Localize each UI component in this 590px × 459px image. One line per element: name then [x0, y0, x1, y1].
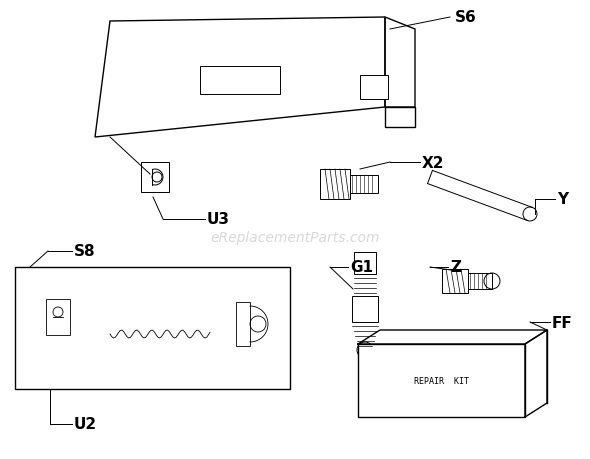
FancyBboxPatch shape — [360, 76, 388, 100]
FancyBboxPatch shape — [46, 299, 70, 335]
Text: S8: S8 — [74, 244, 96, 259]
FancyBboxPatch shape — [350, 176, 378, 194]
Text: U2: U2 — [74, 417, 97, 431]
Text: eReplacementParts.com: eReplacementParts.com — [210, 230, 380, 245]
Text: FF: FF — [552, 315, 573, 330]
Text: Z: Z — [450, 260, 461, 275]
FancyBboxPatch shape — [354, 252, 376, 274]
Text: S6: S6 — [455, 11, 477, 25]
FancyBboxPatch shape — [358, 344, 525, 417]
Text: U3: U3 — [207, 212, 230, 227]
FancyBboxPatch shape — [236, 302, 250, 346]
Text: Y: Y — [557, 192, 568, 207]
Text: G1: G1 — [350, 260, 373, 275]
FancyBboxPatch shape — [468, 274, 492, 289]
Text: REPAIR  KIT: REPAIR KIT — [414, 376, 469, 385]
FancyBboxPatch shape — [200, 67, 280, 95]
FancyBboxPatch shape — [352, 297, 378, 322]
Text: X2: X2 — [422, 155, 444, 170]
FancyBboxPatch shape — [320, 170, 350, 200]
FancyBboxPatch shape — [442, 269, 468, 293]
FancyBboxPatch shape — [15, 268, 290, 389]
FancyBboxPatch shape — [141, 162, 169, 193]
